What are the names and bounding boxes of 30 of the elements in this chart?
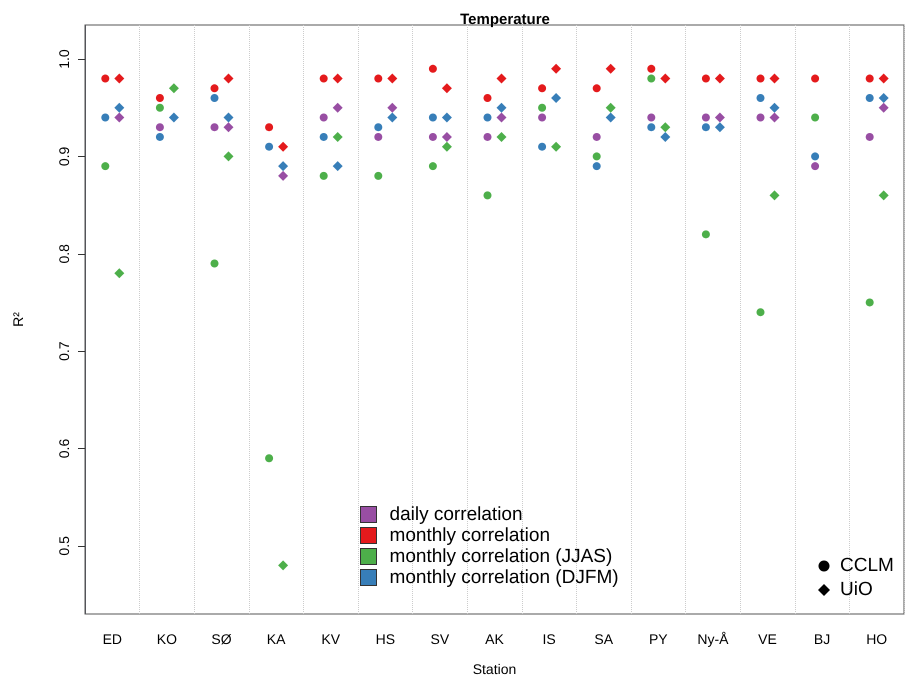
y-tick-label: 0.6	[56, 438, 72, 458]
x-tick-label: VE	[758, 631, 777, 647]
legend-label: monthly correlation (JJAS)	[390, 546, 612, 567]
x-tick-label: HS	[376, 631, 396, 647]
x-tick-label: KV	[321, 631, 341, 647]
annotation: CCLM	[840, 555, 894, 577]
x-axis-title: Station	[472, 661, 516, 677]
x-tick-label: SA	[594, 631, 614, 647]
x-tick-label: AK	[485, 631, 504, 647]
y-tick-label: 0.9	[56, 146, 72, 166]
legend-label: monthly correlation (DJFM)	[390, 567, 619, 588]
x-tick-label: IS	[542, 631, 556, 647]
x-tick-label: KA	[266, 631, 286, 647]
x-tick-label: KO	[156, 631, 178, 647]
y-tick-label: 0.8	[56, 244, 72, 264]
x-tick-label: HO	[866, 631, 888, 647]
chart-title: Temperature	[460, 11, 550, 28]
x-tick-label: BJ	[814, 631, 830, 647]
legend-label: daily correlation	[390, 504, 523, 525]
annotation: UiO	[840, 579, 873, 601]
legend-label: monthly correlation	[390, 525, 550, 546]
x-tick-label: Ny-Å	[697, 631, 730, 647]
x-tick-label: PY	[648, 631, 668, 647]
x-tick-label: SØ	[211, 631, 232, 647]
y-tick-label: 1.0	[56, 49, 72, 69]
y-axis-title: R²	[10, 312, 26, 327]
y-tick-label: 0.5	[56, 536, 72, 556]
x-tick-label: SV	[430, 631, 450, 647]
y-tick-label: 0.7	[56, 341, 72, 361]
x-tick-label: ED	[102, 631, 122, 647]
